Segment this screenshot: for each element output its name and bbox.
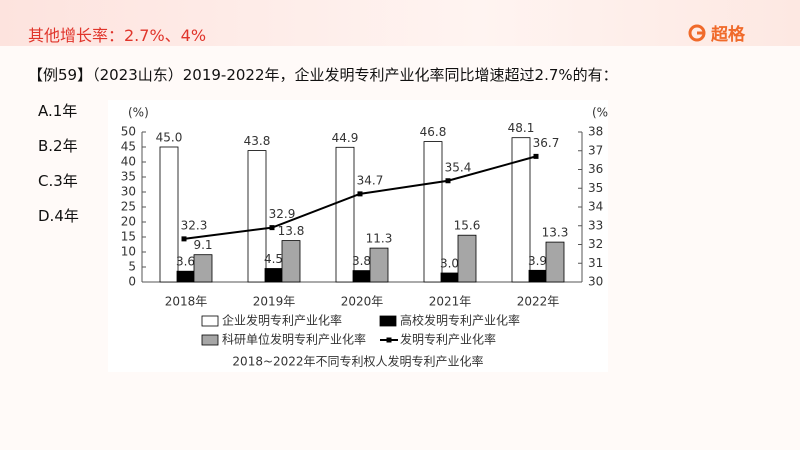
bar [545, 241, 565, 283]
y-tick-label: 10 [121, 245, 136, 259]
y2-tick-label: 31 [588, 256, 603, 270]
x-tick-label: 2018年 [165, 295, 208, 309]
legend-label: 企业发明专利产业化率 [222, 313, 342, 328]
question: 【例59】（2023山东）2019-2022年，企业发明专利产业化率同比增速超过… [28, 66, 618, 84]
value-label: 3.6 [176, 255, 195, 269]
legend-label: 高校发明专利产业化率 [400, 313, 520, 328]
legend-swatch [379, 315, 397, 327]
value-label: 9.1 [193, 238, 212, 252]
y-tick-label: 50 [121, 125, 136, 139]
bar [528, 269, 547, 283]
bar [511, 137, 531, 283]
y2-tick-label: 32 [588, 237, 603, 251]
y-tick-label: 35 [121, 170, 136, 184]
value-label: 13.3 [542, 226, 569, 240]
bar [335, 146, 355, 283]
x-tick-label: 2022年 [517, 295, 560, 309]
bar [193, 254, 213, 283]
y-unit: (%) [128, 106, 149, 120]
bar [264, 268, 283, 283]
logo-text: 超格 [711, 25, 745, 45]
bar [457, 234, 477, 283]
x-tick-label: 2020年 [341, 295, 384, 309]
bar [352, 270, 371, 283]
value-label: 34.7 [357, 173, 384, 187]
value-label: 46.8 [420, 125, 447, 139]
legend-label: 科研单位发明专利产业化率 [222, 332, 366, 347]
option[interactable]: B.2年 [38, 137, 78, 155]
bar [247, 150, 267, 283]
value-label: 45.0 [156, 131, 183, 145]
y-tick-label: 15 [121, 230, 136, 244]
value-label: 4.5 [264, 252, 283, 266]
option[interactable]: A.1年 [38, 102, 78, 120]
x-tick-label: 2019年 [253, 295, 296, 309]
option[interactable]: C.3年 [38, 172, 78, 190]
line-point [357, 191, 363, 197]
line-point [269, 225, 275, 231]
line-point [181, 236, 187, 242]
y-tick-label: 5 [128, 260, 136, 274]
bar [176, 270, 195, 283]
y2-tick-label: 35 [588, 181, 603, 195]
y-tick-label: 20 [121, 215, 136, 229]
y2-tick-label: 30 [588, 275, 603, 289]
y-tick-label: 30 [121, 185, 136, 199]
value-label: 43.8 [244, 134, 271, 148]
header-bar [0, 0, 800, 46]
value-label: 35.4 [445, 160, 472, 174]
y-tick-label: 45 [121, 140, 136, 154]
bar [159, 146, 179, 283]
legend-swatch [201, 334, 219, 346]
value-label: 15.6 [454, 219, 481, 233]
y2-unit: (%) [592, 106, 608, 120]
value-label: 48.1 [508, 121, 535, 135]
y2-tick-label: 37 [588, 143, 603, 157]
caption: 2018~2022年不同专利权人发明专利产业化率 [232, 354, 483, 369]
value-label: 3.9 [528, 254, 547, 268]
legend-swatch [386, 337, 392, 343]
value-label: 32.9 [269, 207, 296, 221]
bar [423, 141, 443, 283]
line-point [445, 178, 451, 184]
value-label: 36.7 [533, 136, 560, 150]
y-tick-label: 25 [121, 200, 136, 214]
legend-label: 发明专利产业化率 [400, 332, 496, 347]
option[interactable]: D.4年 [38, 207, 79, 225]
bar [281, 240, 301, 283]
bar [369, 247, 389, 283]
y-tick-label: 40 [121, 155, 136, 169]
value-label: 32.3 [181, 218, 208, 232]
x-tick-label: 2021年 [429, 295, 472, 309]
y-tick-label: 0 [128, 275, 136, 289]
legend-swatch [201, 315, 219, 327]
logo-icon [688, 24, 706, 41]
y2-tick-label: 34 [588, 200, 603, 214]
y2-tick-label: 33 [588, 218, 603, 232]
chart: (%) (%) 2018~2022年不同专利权人发明专利产业化率 0510152… [108, 100, 608, 372]
value-label: 44.9 [332, 131, 359, 145]
value-label: 3.0 [440, 257, 459, 271]
value-label: 3.8 [352, 254, 371, 268]
y2-tick-label: 36 [588, 162, 603, 176]
line-point [533, 153, 539, 159]
value-label: 11.3 [366, 232, 393, 246]
header-title: 其他增长率：2.7%、4% [28, 26, 207, 45]
value-label: 13.8 [278, 224, 305, 238]
y2-tick-label: 38 [588, 125, 603, 139]
logo: 超格 [688, 20, 745, 45]
bar [440, 272, 459, 283]
